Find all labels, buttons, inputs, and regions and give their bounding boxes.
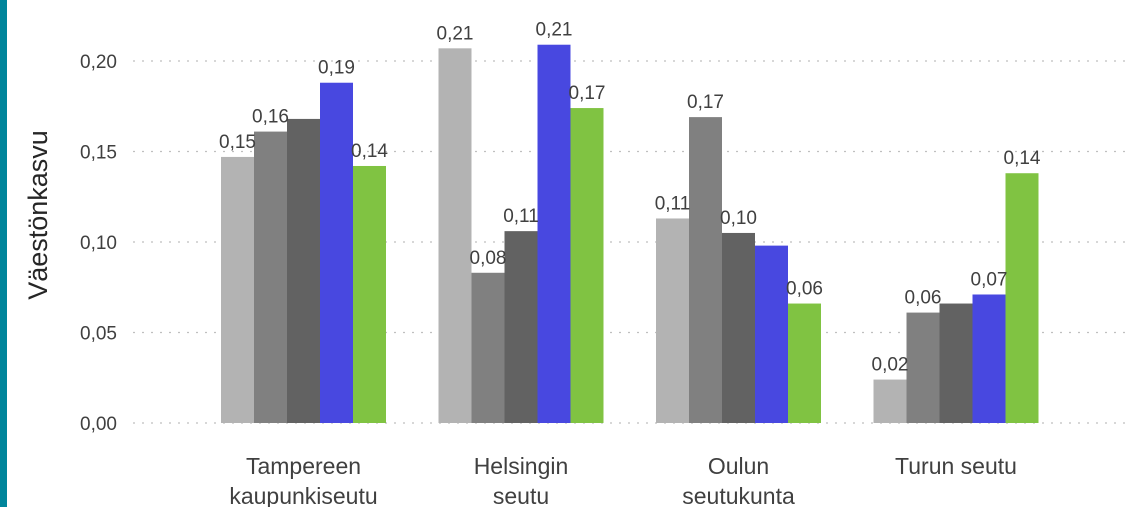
- y-axis-title: Väestönkasvu: [23, 130, 53, 300]
- bar: [939, 303, 973, 423]
- y-tick-label: 0,05: [80, 324, 117, 345]
- bar: [788, 303, 821, 423]
- bar: [320, 82, 353, 423]
- bar: [221, 156, 254, 423]
- accent-bar: [0, 0, 7, 507]
- y-tick-label: 0,20: [80, 52, 117, 73]
- data-label: 0,21: [536, 20, 573, 41]
- data-label: 0,10: [720, 208, 757, 229]
- x-category-label: kaupunkiseutu: [229, 483, 377, 507]
- data-label: 0,15: [219, 132, 256, 153]
- data-label: 0,06: [905, 288, 942, 309]
- bar: [906, 312, 940, 423]
- data-label: 0,19: [318, 58, 355, 79]
- data-label: 0,06: [786, 279, 823, 300]
- bar: [471, 272, 505, 423]
- bar: [254, 131, 287, 423]
- x-category-label: Turun seutu: [895, 453, 1017, 479]
- data-label: 0,16: [252, 107, 289, 128]
- bar: [972, 294, 1006, 423]
- bar: [755, 245, 788, 423]
- data-label: 0,14: [351, 141, 388, 162]
- bar: [438, 48, 472, 423]
- bar: [287, 118, 320, 424]
- y-axis-ticks: 0,00 0,05 0,10 0,15 0,20: [80, 52, 117, 435]
- data-label: 0,02: [872, 355, 909, 376]
- bar: [504, 231, 538, 423]
- y-tick-label: 0,15: [80, 143, 117, 164]
- y-tick-label: 0,00: [80, 414, 117, 435]
- bar: [689, 117, 722, 424]
- data-label: 0,14: [1004, 148, 1041, 169]
- bar: [722, 232, 755, 423]
- data-labels: 0,15 0,16 0,19 0,14 0,21 0,08 0,11 0,21 0,17 0,11…: [219, 20, 1041, 376]
- data-label: 0,17: [687, 92, 724, 113]
- x-category-label: Helsingin: [474, 453, 569, 479]
- data-label: 0,07: [971, 269, 1008, 290]
- bars: [221, 44, 1039, 424]
- bar: [353, 165, 386, 424]
- x-axis-categories: Tampereen kaupunkiseutu Helsingin seutu Oulu…: [229, 453, 1017, 507]
- y-tick-label: 0,10: [80, 233, 117, 254]
- bar: [873, 379, 907, 423]
- data-label: 0,11: [655, 193, 691, 214]
- bar: [537, 44, 571, 424]
- data-label: 0,21: [437, 23, 474, 44]
- data-label: 0,17: [569, 83, 606, 104]
- data-label: 0,08: [470, 248, 507, 269]
- bar: [1005, 173, 1039, 423]
- data-label: 0,11: [503, 206, 539, 227]
- bar: [570, 108, 604, 423]
- bar: [656, 218, 689, 423]
- x-category-label: Oulun: [708, 453, 769, 479]
- x-category-label: Tampereen: [246, 453, 361, 479]
- x-category-label: seutu: [493, 483, 549, 507]
- x-category-label: seutukunta: [682, 483, 795, 507]
